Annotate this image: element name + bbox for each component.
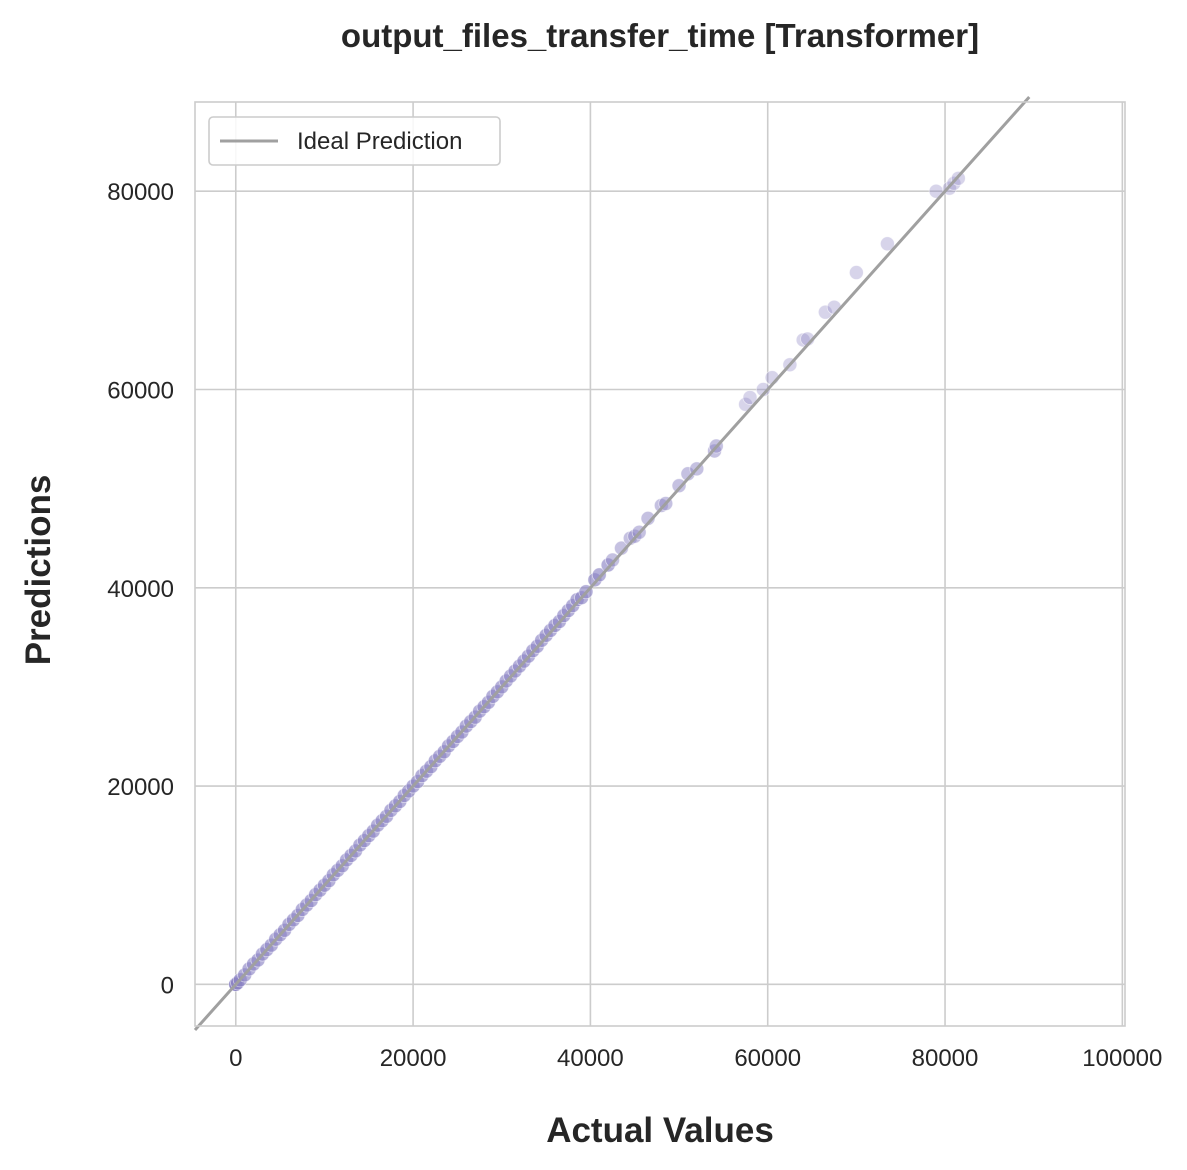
x-tick-label: 0: [229, 1045, 242, 1072]
y-axis-label: Predictions: [19, 475, 58, 666]
x-tick-label: 60000: [734, 1045, 801, 1072]
y-tick-label: 60000: [107, 378, 174, 405]
ideal-line-layer: [193, 96, 1031, 1031]
y-tick-label: 20000: [107, 774, 174, 801]
legend-entry-ideal-prediction: Ideal Prediction: [297, 128, 462, 155]
legend-box: [208, 116, 501, 166]
data-point: [671, 478, 687, 494]
y-tick-label: 80000: [107, 179, 174, 206]
plot-frame: [194, 101, 1126, 1027]
legend-marker: [247, 139, 251, 143]
x-tick-label: 40000: [557, 1045, 624, 1072]
chart-title: output_files_transfer_time [Transformer]: [341, 17, 979, 54]
data-point: [742, 390, 758, 405]
y-tick-label: 0: [161, 972, 174, 999]
x-tick-label: 20000: [380, 1045, 447, 1072]
x-tick-label: 100000: [1082, 1045, 1162, 1072]
data-point: [605, 552, 620, 568]
grid-layer: [195, 102, 1125, 1026]
y-tick-label: 40000: [107, 576, 174, 603]
data-point: [880, 236, 895, 252]
x-tick-label: 80000: [912, 1045, 979, 1072]
data-point: [817, 304, 833, 320]
legend: Ideal Prediction: [208, 116, 501, 166]
data-point: [848, 265, 864, 280]
ideal-prediction-line: [193, 96, 1031, 1031]
x-axis-label: Actual Values: [546, 1111, 774, 1150]
data-point: [591, 567, 607, 583]
data-point: [826, 299, 842, 315]
tick-layer: 0 20000 40000 60000 80000 100000 0 20000 40000 60…: [107, 179, 1162, 1072]
